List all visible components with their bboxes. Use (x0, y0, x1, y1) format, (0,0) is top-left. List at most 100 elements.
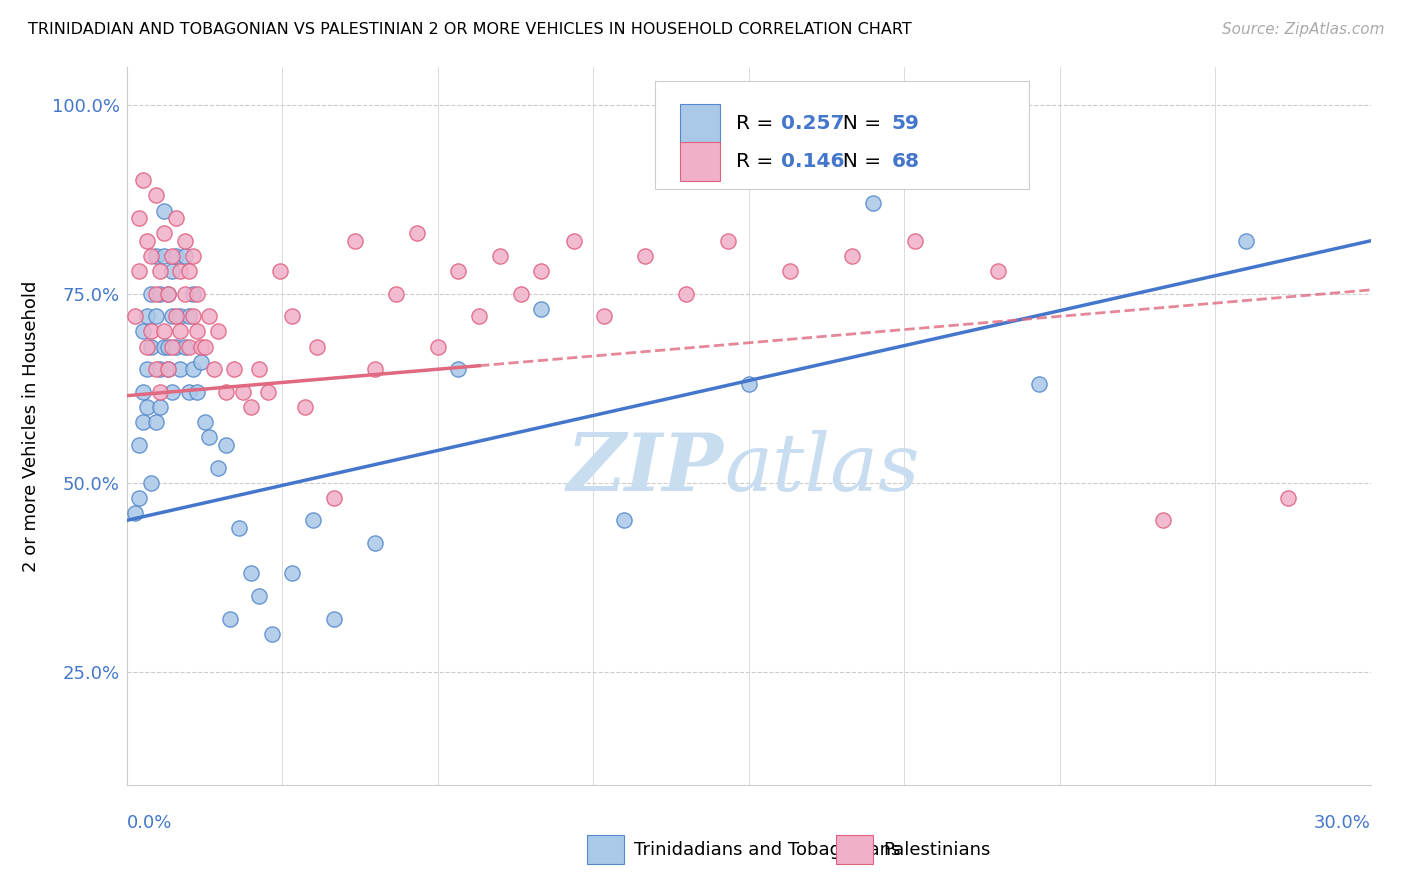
Point (256, 384, 278, 399)
Point (779, 264, 801, 278)
Point (145, 362, 167, 376)
Text: 0.146: 0.146 (782, 152, 845, 170)
Point (149, 286, 172, 301)
Point (260, 627, 283, 641)
Point (141, 475, 163, 490)
Point (141, 249, 163, 263)
Point (447, 264, 470, 278)
Point (141, 340, 163, 354)
Point (165, 249, 187, 263)
Point (145, 310, 167, 324)
Point (153, 203, 176, 218)
Text: 30.0%: 30.0% (1315, 814, 1371, 831)
Point (153, 226, 176, 240)
Point (128, 211, 150, 225)
Point (447, 362, 470, 376)
Point (717, 234, 740, 248)
Point (157, 286, 180, 301)
Point (149, 384, 172, 399)
Point (675, 286, 697, 301)
Point (564, 234, 586, 248)
Point (136, 340, 159, 354)
Text: 0.0%: 0.0% (127, 814, 172, 831)
Text: Trinidadians and Tobagonians: Trinidadians and Tobagonians (634, 840, 901, 859)
Point (136, 400, 159, 414)
Point (737, 377, 759, 392)
Point (307, 340, 329, 354)
Point (426, 340, 449, 354)
Point (177, 340, 200, 354)
Point (128, 264, 150, 278)
Point (1153, 513, 1175, 527)
Point (165, 211, 187, 225)
Point (530, 301, 553, 316)
Point (132, 325, 155, 339)
Point (302, 513, 325, 527)
Point (181, 362, 204, 376)
Point (160, 384, 183, 399)
FancyBboxPatch shape (586, 835, 624, 864)
Point (128, 438, 150, 452)
Point (343, 234, 366, 248)
Y-axis label: 2 or more Vehicles in Household: 2 or more Vehicles in Household (22, 280, 41, 572)
Point (177, 264, 200, 278)
Point (239, 400, 262, 414)
Point (124, 310, 146, 324)
Point (247, 362, 270, 376)
Point (190, 354, 212, 368)
Point (468, 310, 491, 324)
Point (160, 264, 183, 278)
Point (228, 521, 250, 535)
Point (141, 325, 163, 339)
Point (385, 286, 408, 301)
Point (862, 196, 884, 211)
Point (149, 264, 172, 278)
Point (169, 325, 191, 339)
Point (281, 310, 304, 324)
FancyBboxPatch shape (681, 104, 720, 144)
Point (281, 566, 304, 581)
Point (149, 400, 172, 414)
Point (181, 249, 204, 263)
FancyBboxPatch shape (835, 835, 873, 864)
Point (1028, 377, 1050, 392)
Point (149, 362, 172, 376)
Text: Palestinians: Palestinians (883, 840, 990, 859)
Point (219, 612, 242, 626)
Point (509, 286, 531, 301)
Point (215, 438, 238, 452)
Point (124, 506, 146, 520)
Point (157, 362, 180, 376)
Point (173, 249, 195, 263)
Point (215, 384, 238, 399)
Point (181, 310, 204, 324)
Point (173, 340, 195, 354)
Point (177, 310, 200, 324)
Point (207, 460, 229, 475)
Point (489, 249, 512, 263)
Point (141, 286, 163, 301)
Point (1277, 491, 1299, 505)
Point (294, 400, 316, 414)
Point (634, 249, 657, 263)
Point (269, 264, 291, 278)
Text: ZIP: ZIP (567, 430, 724, 508)
FancyBboxPatch shape (655, 81, 1029, 189)
Point (160, 310, 183, 324)
Point (169, 310, 191, 324)
Point (136, 310, 159, 324)
Point (186, 286, 208, 301)
Point (406, 226, 429, 240)
Point (169, 264, 191, 278)
Point (530, 264, 553, 278)
Point (198, 430, 221, 444)
Point (165, 310, 187, 324)
Text: 59: 59 (891, 114, 920, 134)
Point (132, 173, 155, 187)
Text: R =: R = (737, 152, 780, 170)
Point (194, 415, 217, 429)
Point (232, 384, 254, 399)
Point (145, 249, 167, 263)
Point (160, 249, 183, 263)
Text: TRINIDADIAN AND TOBAGONIAN VS PALESTINIAN 2 OR MORE VEHICLES IN HOUSEHOLD CORREL: TRINIDADIAN AND TOBAGONIAN VS PALESTINIA… (28, 22, 912, 37)
